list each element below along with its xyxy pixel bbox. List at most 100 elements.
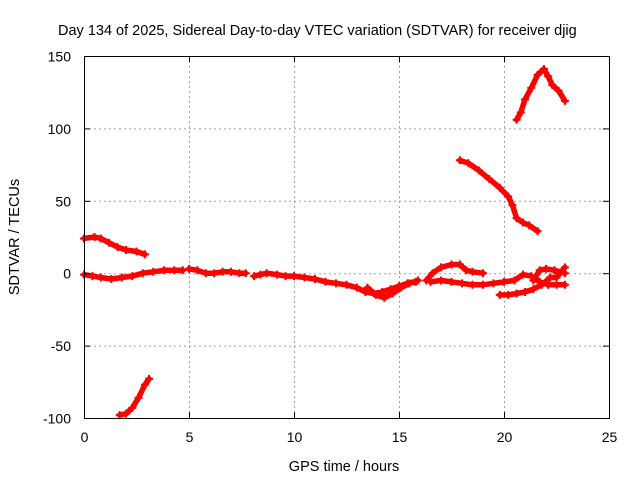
data-point [138,269,147,278]
data-point [273,270,282,279]
data-point [447,260,456,269]
chart-title: Day 134 of 2025, Sidereal Day-to-day VTE… [58,23,577,39]
data-point [371,290,380,299]
data-point [105,238,114,247]
data-point [117,273,126,282]
data-point [508,201,517,210]
data-point [185,264,193,273]
data-point [363,283,372,292]
x-tick-label: 0 [81,429,89,445]
data-point [210,269,219,278]
series-line [457,157,541,234]
x-tick-label: 10 [287,429,303,445]
data-point [474,166,483,175]
data-point [550,266,559,275]
data-point [281,272,290,281]
data-point [342,280,351,289]
data-point [535,266,544,275]
data-point [428,269,437,278]
data-point [533,227,542,236]
data-point [290,272,298,281]
y-tick-label: 150 [48,49,72,65]
data-point [479,269,487,278]
data-point [426,277,435,286]
data-point [512,115,521,124]
data-point [552,273,561,282]
data-point [447,277,456,286]
data-point [518,270,527,279]
series-line [513,66,568,123]
data-point [193,266,202,275]
data-point [539,65,548,74]
data-point [397,283,406,292]
x-axis-label: GPS time / hours [289,459,399,475]
data-point [529,285,538,294]
data-point [96,234,105,243]
axis-ticks: 0 5 10 15 20 25 -100 -50 0 50 100 150 [43,49,618,446]
data-point [462,266,471,275]
data-point [533,70,542,79]
data-point [485,175,494,184]
data-point [241,269,250,278]
data-point [525,221,534,230]
data-point [250,272,259,281]
y-tick-label: 50 [55,193,71,209]
data-point [560,269,569,278]
data-point [218,267,227,276]
data-point [128,272,137,281]
data-point [518,218,527,227]
data-point [495,183,504,192]
data-point [552,280,561,289]
data-point [132,247,141,256]
series-seg-lower-left [115,374,154,420]
data-point [521,288,529,297]
data-point [527,83,536,92]
data-point [159,266,168,275]
data-point [388,289,397,298]
data-point [455,156,464,165]
data-point [455,260,464,269]
data-point [516,108,525,117]
data-point [128,403,137,412]
data-point [504,290,513,299]
data-point [500,277,508,286]
series-seg-top-right [512,65,569,124]
data-point [353,283,361,292]
data-point [489,279,498,288]
data-point [521,95,529,104]
data-point [437,263,445,272]
series-seg-cross-right [529,264,569,285]
data-point [90,233,99,241]
data-point [96,273,105,282]
y-axis-label: SDTVAR / TECUs [7,179,23,295]
y-tick-label: 100 [48,121,72,137]
data-point [529,276,538,285]
y-tick-label: -100 [43,411,71,427]
x-tick-label: 25 [602,429,618,445]
data-point [512,214,521,223]
data-point [107,274,116,283]
data-point [300,273,309,282]
data-point [178,266,187,275]
data-point [468,280,477,289]
data-point [88,272,97,281]
data-point [464,159,473,168]
series-seg-mid-cluster [185,264,250,278]
data-point [544,72,553,81]
plot-series [80,65,569,420]
data-point [458,279,466,288]
data-point [262,269,271,278]
data-point [413,276,422,285]
grid [84,56,609,418]
data-point [170,266,179,275]
data-point [504,192,513,201]
data-point [548,80,557,89]
data-point [437,276,445,285]
data-point [113,243,122,252]
x-tick-label: 15 [392,429,408,445]
data-point [495,290,504,299]
data-point [405,279,414,288]
data-point [554,86,563,95]
x-tick-label: 20 [497,429,513,445]
